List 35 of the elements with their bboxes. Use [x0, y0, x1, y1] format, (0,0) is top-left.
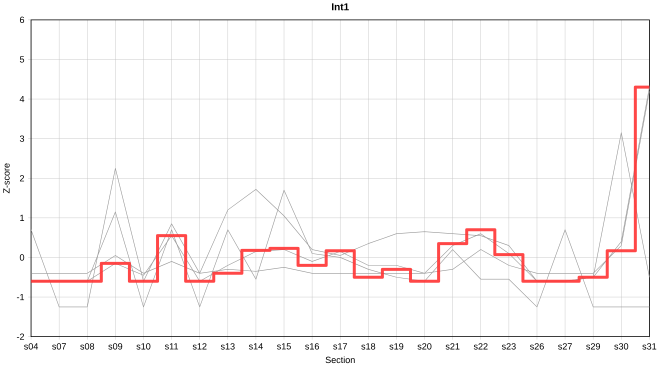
chart-title: Int1: [332, 3, 349, 10]
x-tick-label: s19: [389, 342, 404, 350]
x-tick-label: s30: [614, 342, 628, 350]
x-tick-label: s08: [80, 342, 94, 350]
x-tick-label: s04: [24, 342, 38, 350]
x-tick-label: s11: [164, 342, 178, 350]
x-tick-label: s10: [136, 342, 150, 350]
x-tick-label: s27: [558, 342, 572, 350]
x-tick-label: s14: [248, 342, 263, 350]
y-tick-label: 0: [20, 254, 24, 260]
x-axis-title: Section: [326, 356, 355, 363]
x-tick-label: s22: [474, 342, 488, 350]
y-tick-label: 1: [20, 214, 24, 221]
y-tick-label: 3: [20, 135, 24, 142]
y-tick-label: 6: [20, 16, 24, 23]
y-tick-label: 2: [20, 174, 24, 182]
x-tick-label: s29: [586, 342, 600, 350]
x-tick-label: s21: [446, 342, 460, 350]
x-tick-label: s20: [418, 342, 432, 350]
x-tick-label: s09: [108, 342, 122, 350]
x-tick-label: s13: [220, 342, 235, 350]
x-tick-label: s15: [277, 342, 291, 350]
y-tick-label: -1: [16, 294, 24, 300]
x-tick-label: s07: [52, 342, 66, 350]
x-tick-label: s23: [502, 342, 516, 350]
x-tick-label: s31: [642, 342, 656, 350]
x-tick-label: s18: [361, 342, 376, 350]
x-tick-label: s26: [530, 342, 544, 350]
x-tick-label: s16: [305, 342, 319, 350]
y-tick-label: 5: [20, 56, 24, 62]
x-tick-label: s17: [333, 342, 348, 350]
y-tick-label: 4: [20, 96, 24, 102]
x-tick-label: s12: [192, 342, 207, 350]
y-axis-title: Z-score: [3, 163, 10, 194]
y-tick-label: -2: [16, 333, 24, 340]
